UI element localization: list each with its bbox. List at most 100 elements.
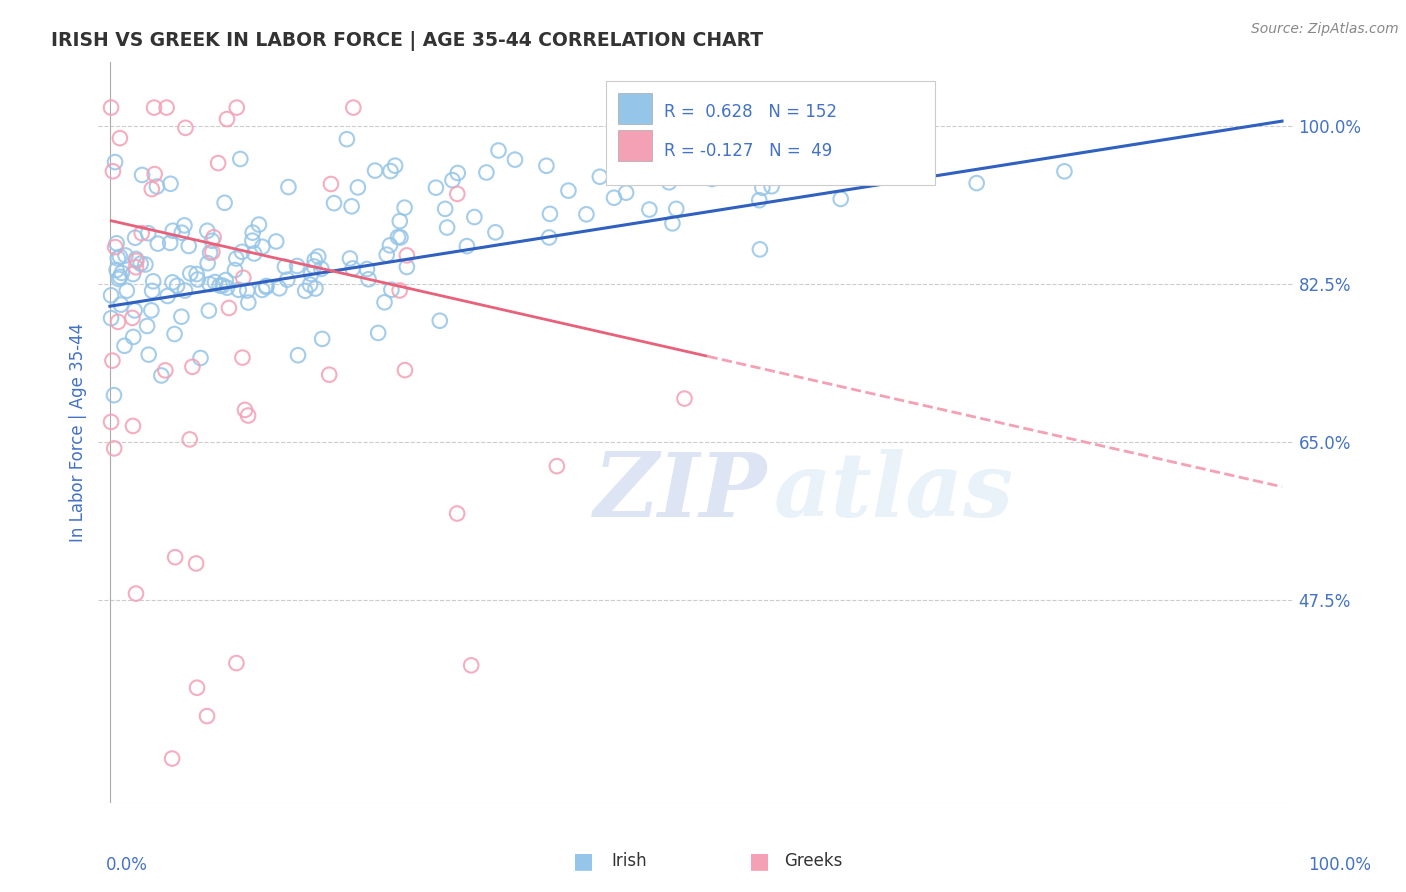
Point — [546, 459, 568, 474]
Point — [388, 214, 411, 228]
Point — [356, 262, 378, 277]
Point — [347, 180, 370, 194]
Point — [201, 245, 224, 260]
Point — [658, 175, 681, 189]
Point — [129, 257, 152, 271]
Point — [125, 260, 148, 275]
Point — [100, 311, 122, 326]
Point — [131, 226, 153, 240]
Point — [342, 261, 364, 276]
Point — [201, 234, 224, 248]
Point — [538, 207, 561, 221]
Point — [103, 388, 125, 402]
Point — [101, 353, 124, 368]
Point — [163, 326, 186, 341]
FancyBboxPatch shape — [619, 93, 652, 124]
Point — [141, 182, 163, 196]
Point — [162, 224, 184, 238]
Point — [108, 250, 131, 264]
Text: Greeks: Greeks — [785, 852, 844, 870]
Point — [475, 165, 498, 179]
Point — [107, 272, 129, 286]
Point — [1053, 164, 1076, 178]
Point — [557, 184, 579, 198]
Point — [638, 202, 661, 217]
Point — [339, 252, 361, 266]
Point — [215, 112, 238, 126]
Point — [614, 186, 637, 200]
Point — [125, 252, 148, 266]
Text: 0.0%: 0.0% — [105, 856, 148, 874]
Point — [124, 303, 146, 318]
Point — [436, 220, 458, 235]
Point — [114, 339, 136, 353]
Point — [503, 153, 526, 167]
Point — [179, 433, 201, 447]
Point — [311, 332, 333, 346]
Point — [159, 235, 181, 250]
Point — [211, 278, 233, 293]
Point — [104, 240, 127, 254]
Point — [447, 166, 470, 180]
Point — [456, 239, 478, 253]
FancyBboxPatch shape — [619, 130, 652, 161]
Point — [751, 181, 773, 195]
Point — [122, 267, 145, 281]
Point — [214, 195, 236, 210]
Point — [307, 250, 329, 264]
Point — [394, 201, 416, 215]
Point — [336, 132, 359, 146]
Point — [166, 278, 188, 293]
Point — [170, 226, 193, 240]
Point — [146, 179, 169, 194]
Text: R = -0.127   N =  49: R = -0.127 N = 49 — [664, 142, 832, 160]
Point — [195, 224, 218, 238]
Point — [107, 315, 129, 329]
Y-axis label: In Labor Force | Age 35-44: In Labor Force | Age 35-44 — [69, 323, 87, 542]
Point — [111, 266, 134, 280]
Point — [373, 295, 395, 310]
Point — [730, 166, 752, 180]
Point — [488, 144, 510, 158]
Point — [134, 258, 156, 272]
Point — [254, 279, 277, 293]
Point — [233, 403, 256, 417]
Point — [198, 245, 221, 260]
Point — [229, 152, 252, 166]
Point — [311, 261, 333, 276]
Point — [700, 172, 723, 186]
Point — [198, 303, 221, 318]
Text: atlas: atlas — [773, 449, 1014, 535]
Point — [155, 101, 177, 115]
Point — [131, 168, 153, 182]
Point — [125, 586, 148, 600]
Point — [155, 363, 177, 377]
Point — [100, 101, 122, 115]
Point — [380, 164, 402, 178]
FancyBboxPatch shape — [606, 81, 935, 185]
Point — [681, 158, 703, 172]
Point — [304, 252, 326, 267]
Point — [269, 281, 291, 295]
Point — [190, 351, 212, 365]
Point — [367, 326, 389, 340]
Point — [287, 348, 309, 362]
Point — [877, 110, 900, 124]
Point — [254, 280, 277, 294]
Point — [589, 169, 612, 184]
Point — [302, 260, 325, 274]
Point — [395, 260, 418, 274]
Point — [208, 278, 231, 293]
Point — [136, 318, 159, 333]
Point — [105, 263, 128, 277]
Point — [186, 267, 208, 281]
Point — [966, 176, 988, 190]
Point — [643, 141, 665, 155]
Text: Irish: Irish — [612, 852, 647, 870]
Point — [342, 101, 364, 115]
Point — [250, 283, 273, 297]
Point — [186, 681, 208, 695]
Point — [319, 177, 342, 191]
Point — [389, 230, 412, 244]
Text: ZIP: ZIP — [595, 449, 768, 535]
